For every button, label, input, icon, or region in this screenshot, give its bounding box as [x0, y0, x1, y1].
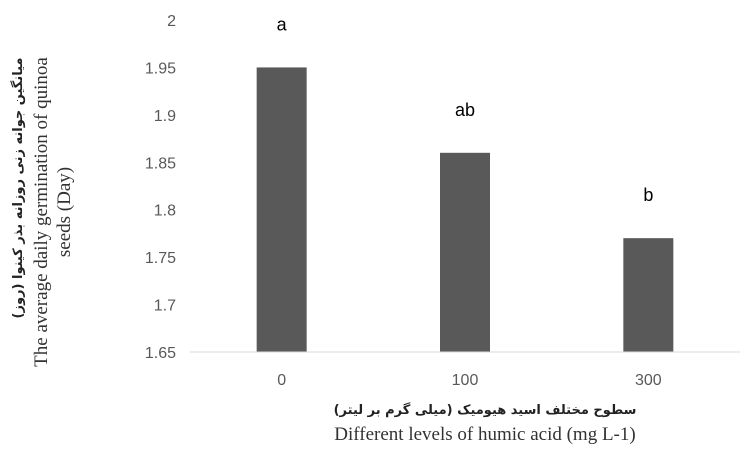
- y-tick-label: 1.9: [154, 108, 176, 125]
- bar-300: [623, 238, 674, 352]
- y-tick-labels: 1.65 1.7 1.75 1.8 1.85 1.9 1.95 2: [145, 13, 176, 362]
- bar-0: [256, 67, 307, 352]
- significance-labels: a ab b: [277, 14, 654, 205]
- x-tick-label: 0: [277, 372, 286, 389]
- x-axis-label-english: Different levels of humic acid (mg L-1): [334, 424, 635, 445]
- y-tick-label: 1.95: [145, 60, 176, 77]
- y-tick-label: 1.7: [154, 298, 176, 315]
- x-tick-label: 300: [635, 372, 662, 389]
- y-tick-label: 1.65: [145, 345, 176, 362]
- y-axis-label-english-line1: The average daily germination of quinoa: [31, 57, 52, 367]
- y-tick-label: 1.75: [145, 250, 176, 267]
- y-axis-label-persian: میانگین جوانه زنی روزانه بذر کینوا (روز): [10, 58, 26, 319]
- bar-100: [440, 152, 490, 352]
- x-tick-labels: 0 100 300: [277, 372, 662, 389]
- y-tick-label: 1.85: [145, 155, 176, 172]
- significance-letter: ab: [455, 100, 475, 120]
- x-tick-label: 100: [452, 372, 479, 389]
- x-axis-label-persian: سطوح مختلف اسید هیومیک (میلی گرم بر لیتر…: [334, 402, 637, 418]
- significance-letter: b: [643, 185, 653, 205]
- bars: [256, 67, 674, 352]
- significance-letter: a: [277, 14, 288, 34]
- y-axis-label-english-line2: seeds (Day): [54, 167, 75, 257]
- y-tick-label: 2: [167, 13, 176, 30]
- y-tick-label: 1.8: [154, 203, 176, 220]
